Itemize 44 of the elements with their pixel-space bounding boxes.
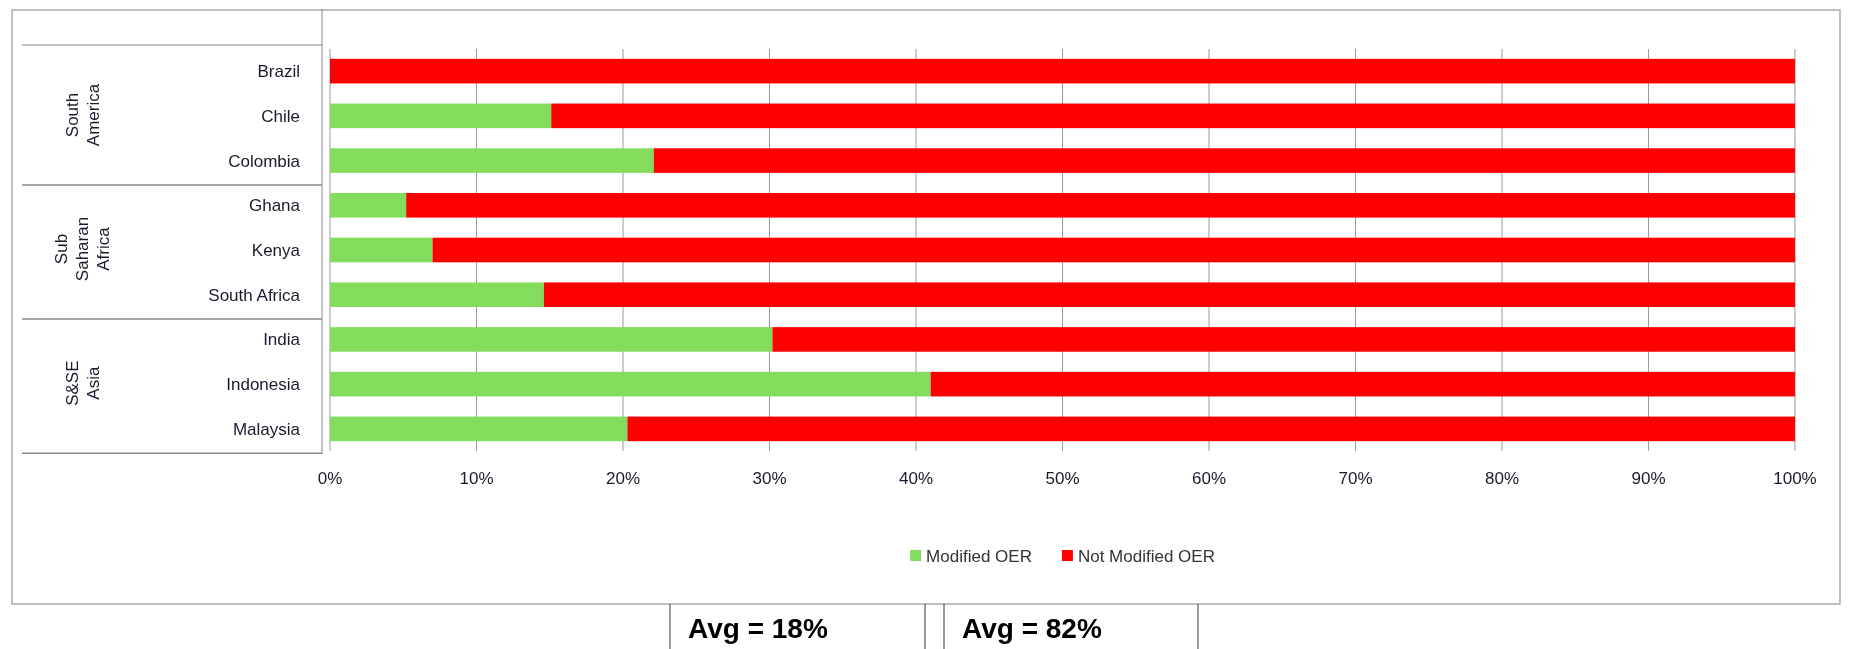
x-tick-label: 30%: [752, 469, 787, 488]
text: South America: [62, 83, 103, 147]
text: Sub Saharan Africa: [52, 216, 113, 282]
bar: [330, 192, 407, 218]
bar: [432, 237, 1795, 263]
y-tick-label: Brazil: [257, 62, 300, 82]
bar: [551, 103, 1796, 129]
y-tick-label: South Africa: [208, 285, 301, 305]
x-tick-label: 40%: [898, 469, 934, 488]
bar: [330, 282, 544, 308]
bar: [772, 327, 1795, 352]
x-tick-label: 0%: [317, 469, 343, 488]
bar: [330, 327, 773, 352]
bar: [627, 416, 1795, 442]
x-tick-label: 100%: [1773, 469, 1817, 488]
x-tick-label: 20%: [605, 469, 641, 488]
x-tick-label: 80%: [1484, 469, 1520, 488]
bar: [330, 148, 654, 173]
legend-label: Not Modified OER: [1077, 546, 1215, 566]
y-tick-label: Chile: [261, 106, 300, 126]
x-tick-label: 70%: [1338, 469, 1373, 488]
bar: [406, 192, 1795, 218]
bar: [330, 103, 552, 129]
bar: [653, 148, 1795, 173]
text: S&SE Asia: [62, 360, 103, 406]
y-tick-label: Kenya: [251, 240, 301, 260]
text: Avg = 82%: [962, 613, 1102, 644]
x-tick-label: 60%: [1191, 469, 1227, 488]
text: Avg = 18%: [688, 613, 828, 644]
y-tick-label: Indonesia: [226, 375, 301, 395]
x-tick-label: 10%: [459, 469, 494, 488]
bar: [330, 416, 628, 442]
bar: [330, 58, 1795, 84]
x-tick-label: 50%: [1045, 469, 1080, 488]
y-tick-label: India: [263, 330, 301, 350]
x-tick-label: 90%: [1631, 469, 1666, 488]
bar: [543, 282, 1795, 308]
y-tick-label: Colombia: [228, 151, 301, 171]
y-tick-label: Malaysia: [232, 419, 301, 439]
legend-label: Modified OER: [926, 546, 1032, 566]
y-tick-label: Ghana: [248, 196, 301, 216]
bar: [330, 237, 433, 263]
bar: [930, 371, 1795, 397]
bar: [330, 371, 931, 397]
